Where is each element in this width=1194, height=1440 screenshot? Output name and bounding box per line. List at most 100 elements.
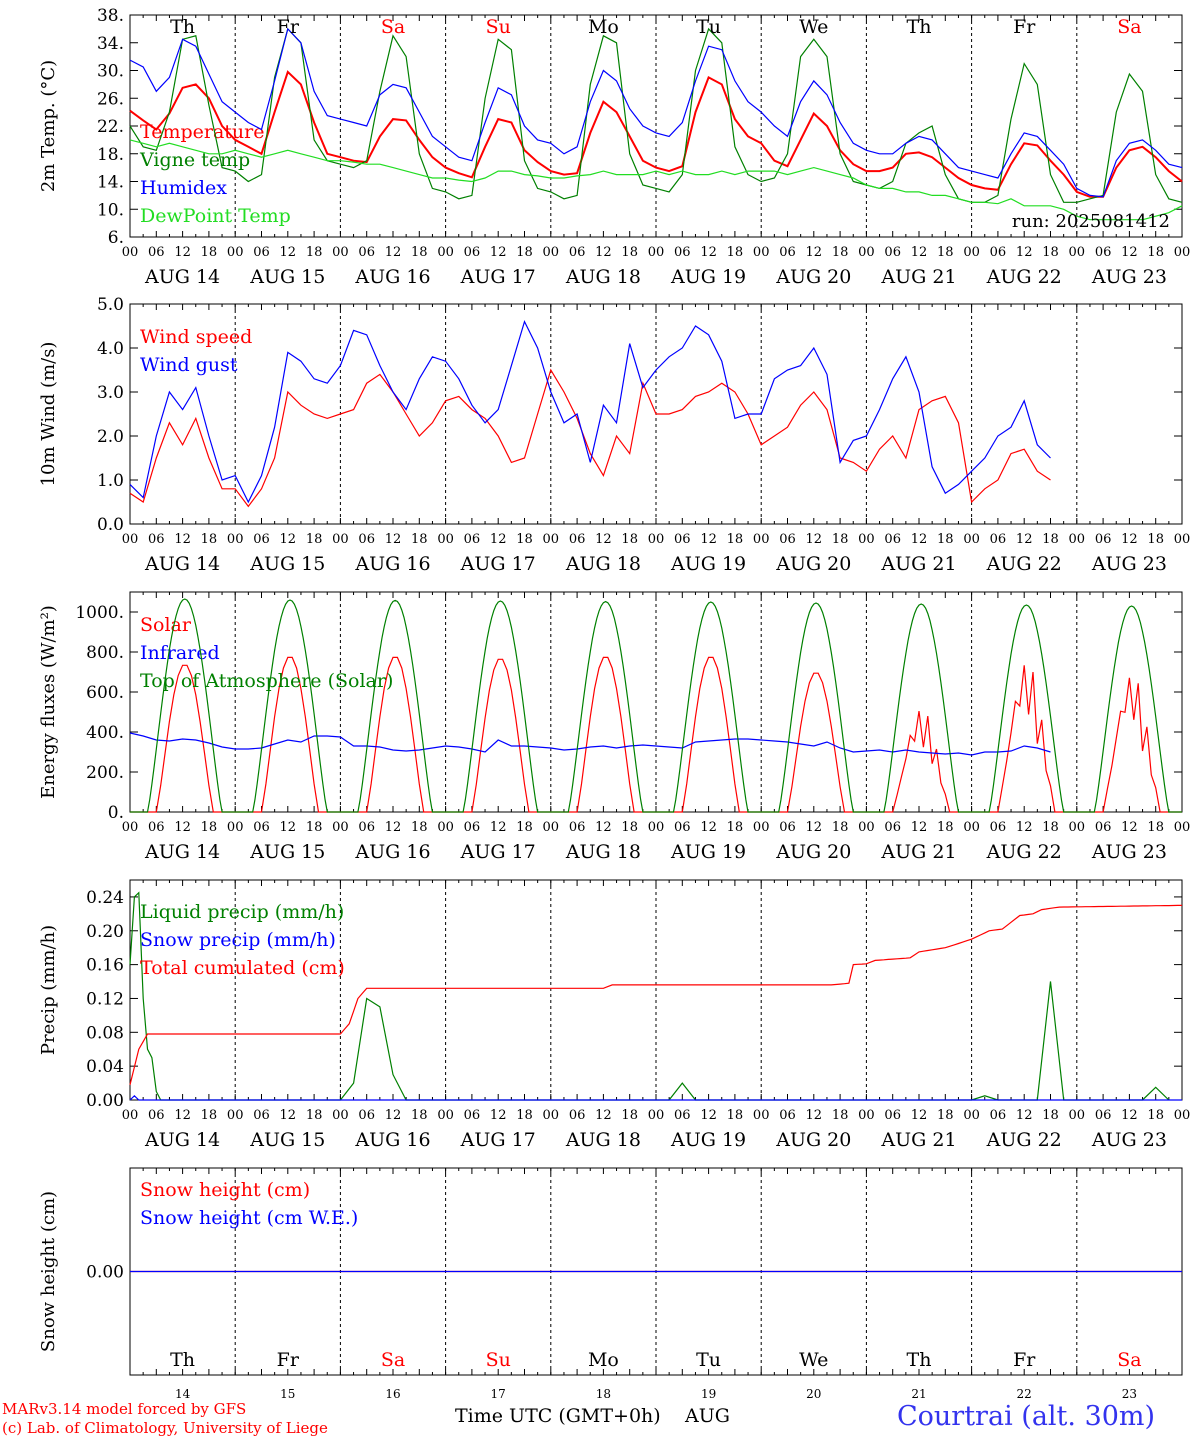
y-tick-label: 38. — [97, 6, 124, 26]
date-label: AUG 22 — [986, 553, 1062, 575]
hour-tick-label: 00 — [1174, 1108, 1191, 1123]
y-axis-title: Energy fluxes (W/m²) — [38, 605, 59, 799]
date-label: AUG 16 — [354, 553, 430, 575]
y-tick-label: 0.0 — [97, 515, 124, 535]
hour-tick-label: 12 — [806, 1108, 823, 1123]
hour-tick-label: 06 — [779, 1108, 796, 1123]
hour-tick-label: 18 — [1042, 245, 1059, 260]
hour-tick-label: 18 — [832, 1108, 849, 1123]
day-number: 18 — [596, 1387, 611, 1401]
series-line-dewpoint-temp — [129, 139, 1183, 221]
date-label: AUG 19 — [670, 1129, 746, 1151]
hour-tick-label: 06 — [253, 245, 270, 260]
hour-tick-label: 12 — [700, 532, 717, 547]
hour-tick-label: 06 — [569, 820, 586, 835]
y-tick-label: 800. — [86, 643, 124, 663]
hour-tick-label: 06 — [1095, 820, 1112, 835]
day-name-bottom: Th — [170, 1349, 195, 1371]
run-annotation: run: 2025081412 — [1012, 211, 1170, 232]
date-label: AUG 21 — [880, 266, 956, 288]
hour-tick-label: 12 — [911, 820, 928, 835]
y-tick-label: 400. — [86, 723, 124, 743]
hour-tick-label: 00 — [543, 532, 560, 547]
hour-tick-label: 06 — [569, 1108, 586, 1123]
date-label: AUG 20 — [775, 266, 851, 288]
hour-tick-label: 18 — [411, 820, 428, 835]
day-name-bottom: Fr — [277, 1349, 300, 1371]
hour-tick-label: 12 — [174, 245, 191, 260]
y-tick-label: 18. — [97, 145, 124, 165]
series-line-infrared — [129, 732, 1051, 756]
y-axis-title: Precip (mm/h) — [38, 925, 59, 1055]
date-label: AUG 19 — [670, 841, 746, 863]
hour-tick-label: 18 — [516, 245, 533, 260]
hour-tick-label: 06 — [358, 532, 375, 547]
date-label: AUG 21 — [880, 1129, 956, 1151]
model-credit: MARv3.14 model forced by GFS — [2, 1400, 247, 1418]
date-label: AUG 23 — [1091, 553, 1167, 575]
y-axis-title: 10m Wind (m/s) — [38, 342, 59, 487]
hour-tick-label: 00 — [332, 1108, 349, 1123]
date-label: AUG 23 — [1091, 266, 1167, 288]
date-label: AUG 18 — [565, 1129, 641, 1151]
hour-tick-label: 06 — [779, 245, 796, 260]
hour-tick-label: 06 — [464, 1108, 481, 1123]
hour-tick-label: 00 — [753, 532, 770, 547]
hour-tick-label: 00 — [543, 1108, 560, 1123]
date-label: AUG 16 — [354, 266, 430, 288]
date-label: AUG 18 — [565, 841, 641, 863]
date-label: AUG 22 — [986, 841, 1062, 863]
hour-tick-label: 00 — [753, 820, 770, 835]
hour-tick-label: 00 — [753, 1108, 770, 1123]
hour-tick-label: 12 — [911, 532, 928, 547]
hour-tick-label: 00 — [1174, 820, 1191, 835]
day-number: 15 — [280, 1387, 295, 1401]
hour-tick-label: 18 — [306, 1108, 323, 1123]
hour-tick-label: 06 — [674, 245, 691, 260]
hour-tick-label: 00 — [963, 820, 980, 835]
y-axis-title: Snow height (cm) — [38, 1191, 59, 1352]
hour-tick-label: 12 — [490, 245, 507, 260]
hour-tick-label: 06 — [990, 820, 1007, 835]
day-name-bottom: We — [799, 1349, 828, 1371]
hour-tick-label: 12 — [385, 532, 402, 547]
hour-tick-label: 06 — [990, 532, 1007, 547]
hour-tick-label: 00 — [1069, 1108, 1086, 1123]
hour-tick-label: 00 — [332, 820, 349, 835]
hour-tick-label: 18 — [201, 245, 218, 260]
y-tick-label: 10. — [97, 200, 124, 220]
hour-tick-label: 06 — [990, 1108, 1007, 1123]
hour-tick-label: 18 — [1147, 245, 1164, 260]
hour-tick-label: 06 — [674, 532, 691, 547]
hour-tick-label: 00 — [227, 245, 244, 260]
legend-infrared: Infrared — [140, 642, 220, 664]
y-tick-label: 34. — [97, 34, 124, 54]
series-line-vigne-temp — [129, 27, 1183, 203]
hour-tick-label: 06 — [148, 820, 165, 835]
time-axis-title: Time UTC (GMT+0h) — [455, 1405, 661, 1427]
day-name-top: Th — [170, 16, 195, 38]
y-tick-label: 0.12 — [86, 989, 124, 1009]
hour-tick-label: 00 — [227, 1108, 244, 1123]
hour-tick-label: 18 — [1042, 820, 1059, 835]
hour-tick-label: 00 — [963, 245, 980, 260]
hour-tick-label: 00 — [648, 245, 665, 260]
hour-tick-label: 06 — [148, 245, 165, 260]
date-label: AUG 19 — [670, 553, 746, 575]
date-label: AUG 22 — [986, 1129, 1062, 1151]
hour-tick-label: 18 — [1042, 1108, 1059, 1123]
hour-tick-label: 18 — [727, 820, 744, 835]
day-name-top: Sa — [381, 16, 405, 38]
hour-tick-label: 06 — [779, 532, 796, 547]
day-number: 23 — [1122, 1387, 1137, 1401]
y-tick-label: 0.08 — [86, 1023, 124, 1043]
day-name-top: Fr — [1013, 16, 1036, 38]
hour-tick-label: 18 — [306, 820, 323, 835]
hour-tick-label: 18 — [201, 1108, 218, 1123]
hour-tick-label: 18 — [201, 820, 218, 835]
hour-tick-label: 18 — [1147, 820, 1164, 835]
hour-tick-label: 00 — [963, 532, 980, 547]
legend-total-cumulated-cm: Total cumulated (cm) — [140, 957, 345, 979]
day-name-top: Mo — [588, 16, 619, 38]
day-name-top: Su — [486, 16, 511, 38]
